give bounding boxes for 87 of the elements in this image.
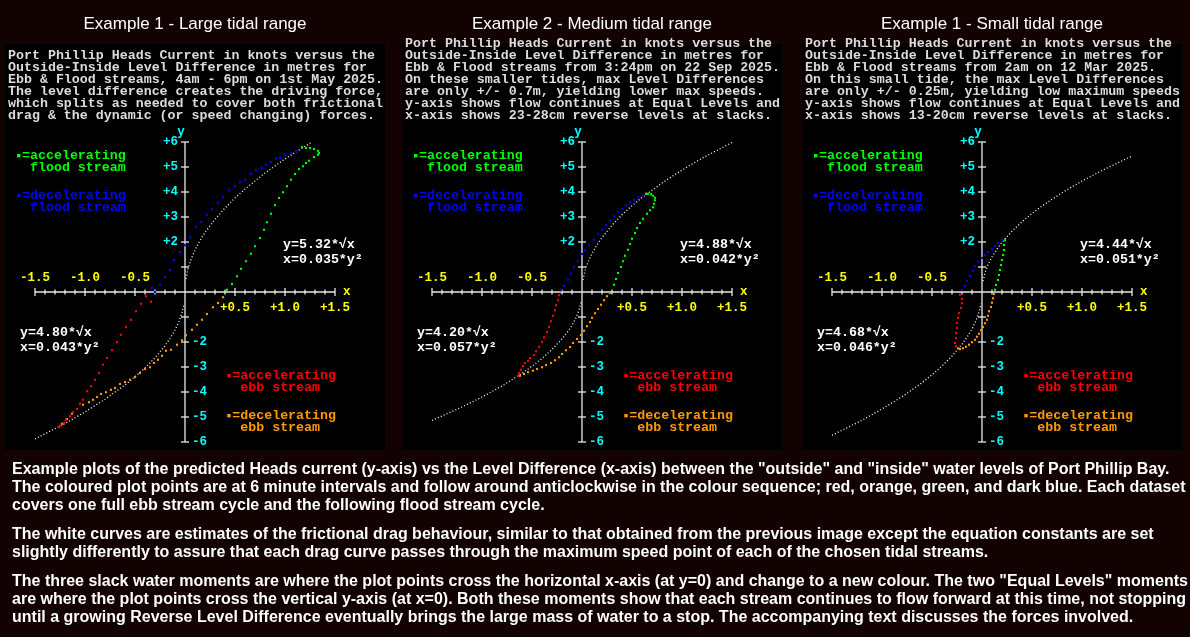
y-tick-label: +2	[559, 235, 575, 250]
text: The three slack water moments are where the plot points cross the horizontal x-axis (at y=0) and change to a new colour. The two "Equal Levels" moments are where the plot points cross the vertical y-axis (at x=0). Both these moments show that each stream continues to flow forward at this time, not stopping until a growing Reverse Level Difference eventually brings the large mass of water to a stop. The accompanying text discusses the forces involved.	[12, 572, 1188, 626]
y2-tick-label: -5	[192, 410, 208, 425]
y2-tick-label: -3	[989, 360, 1005, 375]
x-tick-label: +1.5	[1116, 301, 1148, 315]
annotation: x=0.035*y²	[283, 252, 363, 267]
y-tick-label: +4	[559, 185, 576, 200]
x-tick-label: +0.5	[219, 301, 251, 315]
x2-tick-label: -1.0	[466, 271, 498, 285]
legend-label: =accelerating ebb stream	[232, 368, 337, 395]
y2-tick-label: -2	[589, 335, 605, 350]
chart-subtitle: Port Phillip Heads Current in knots versus the Outside-Inside Level Difference in metres for Ebb & Flood streams, 4am - 6pm on 1st May 2025. The level difference creates the driving force, which splits as needed to cover both frictional drag & the dynamic (or speed changing) forces.	[8, 48, 385, 123]
x2-tick-label: -0.5	[516, 271, 548, 285]
x-axis-title: x	[343, 285, 351, 300]
chart-title: Example 1 - Small tidal range	[879, 14, 1104, 34]
x2-tick-label: -1.5	[816, 271, 848, 285]
legend-label: =decelerating flood stream	[419, 188, 523, 215]
y2-tick-label: -4	[192, 385, 208, 400]
annotation: y=4.44*√x	[1080, 237, 1152, 252]
annotation: x=0.046*y²	[817, 340, 897, 355]
x-tick-label: +1.5	[319, 301, 351, 315]
chart-title: Example 1 - Large tidal range	[82, 14, 308, 34]
annotation: x=0.051*y²	[1080, 252, 1160, 267]
legend-label: =accelerating flood stream	[419, 148, 523, 175]
y2-tick-label: -6	[589, 435, 605, 450]
y-tick-label: +5	[559, 160, 575, 175]
y-tick-label: +6	[162, 135, 178, 150]
x2-tick-label: -1.0	[866, 271, 898, 285]
y-tick-label: +4	[959, 185, 976, 200]
y-tick-label: +3	[559, 210, 575, 225]
annotation: x=0.043*y²	[20, 340, 100, 355]
chart-subtitle: Port Phillip Heads Current in knots versus the Outside-Inside Level Difference in metres for Ebb & Flood streams from 3:24pm on 22 Sep 2025. On these smaller tides, max Level Differences are only +/- 0.7m, yielding lower max speeds. y-axis shows flow continues at Equal Levels and x-axis shows 23-28cm reverse levels at slacks.	[405, 36, 782, 123]
x-tick-label: +1.5	[716, 301, 748, 315]
legend-label: =decelerating ebb stream	[1029, 408, 1134, 435]
legend-label: =accelerating flood stream	[22, 148, 126, 175]
y2-tick-label: -4	[989, 385, 1005, 400]
legend-label: =decelerating flood stream	[819, 188, 923, 215]
annotation: y=5.32*√x	[283, 237, 355, 252]
y2-tick-label: -2	[192, 335, 208, 350]
annotation: x=0.042*y²	[680, 252, 760, 267]
y-axis-title: y	[974, 125, 983, 140]
y-tick-label: +2	[162, 235, 178, 250]
text: The white curves are estimates of the frictional drag behaviour, similar to that obtained from the previous image except the equation constants are set slightly differently to assure that each drag curve passes through the maximum speed point of each of the chosen tidal streams.	[12, 525, 1155, 561]
y-tick-label: +6	[959, 135, 975, 150]
y2-tick-label: -6	[192, 435, 208, 450]
y-tick-label: +2	[959, 235, 975, 250]
y-tick-label: +3	[959, 210, 975, 225]
x-tick-label: +0.5	[616, 301, 648, 315]
y2-tick-label: -5	[989, 410, 1005, 425]
y2-tick-label: -2	[989, 335, 1005, 350]
annotation: y=4.88*√x	[680, 237, 752, 252]
x2-tick-label: -1.5	[19, 271, 51, 285]
y2-tick-label: -3	[192, 360, 208, 375]
y-tick-label: +5	[162, 160, 178, 175]
legend-label: =decelerating ebb stream	[629, 408, 734, 435]
x-tick-label: +1.0	[666, 301, 698, 315]
y2-tick-label: -4	[589, 385, 605, 400]
y-tick-label: +3	[162, 210, 178, 225]
x-tick-label: +0.5	[1016, 301, 1048, 315]
legend-label: =accelerating ebb stream	[629, 368, 734, 395]
legend-label: =decelerating ebb stream	[232, 408, 337, 435]
x2-tick-label: -1.0	[69, 271, 101, 285]
x2-tick-label: -0.5	[119, 271, 151, 285]
annotation: x=0.057*y²	[417, 340, 497, 355]
legend-label: =accelerating flood stream	[819, 148, 923, 175]
legend-label: =accelerating ebb stream	[1029, 368, 1134, 395]
chart-title: Example 2 - Medium tidal range	[471, 14, 713, 34]
y-tick-label: +5	[959, 160, 975, 175]
x-axis-title: x	[1140, 285, 1148, 300]
y-axis-title: y	[177, 125, 186, 140]
x-tick-label: +1.0	[1066, 301, 1098, 315]
x2-tick-label: -0.5	[916, 271, 948, 285]
y2-tick-label: -6	[989, 435, 1005, 450]
y2-tick-label: -3	[589, 360, 605, 375]
y-tick-label: +4	[162, 185, 179, 200]
x2-tick-label: -1.5	[416, 271, 448, 285]
annotation: y=4.80*√x	[20, 325, 92, 340]
x-axis-title: x	[740, 285, 748, 300]
legend-label: =decelerating flood stream	[22, 188, 126, 215]
text: Example plots of the predicted Heads current (y-axis) vs the Level Difference (x-axis) between the "outside" and "inside" water levels of Port Phillip Bay. The coloured plot points are at 6 minute intervals and follow around anticlockwise in the colour sequence; red, orange, green, and dark blue. Each dataset covers one full ebb stream cycle and the following flood stream cycle.	[12, 460, 1187, 514]
y-axis-title: y	[574, 125, 583, 140]
y-tick-label: +6	[559, 135, 575, 150]
annotation: y=4.68*√x	[817, 325, 889, 340]
chart-subtitle: Port Phillip Heads Current in knots versus the Outside-Inside Level Difference in metres for Ebb & Flood streams from 2am on 12 Mar 2025. On this small tide, the max Level Differences are only +/- 0.25m, yielding low maximum speeds y-axis shows flow continues at Equal Levels and x-axis shows 13-20cm reverse levels at slacks.	[805, 36, 1182, 123]
y2-tick-label: -5	[589, 410, 605, 425]
annotation: y=4.20*√x	[417, 325, 489, 340]
x-tick-label: +1.0	[269, 301, 301, 315]
